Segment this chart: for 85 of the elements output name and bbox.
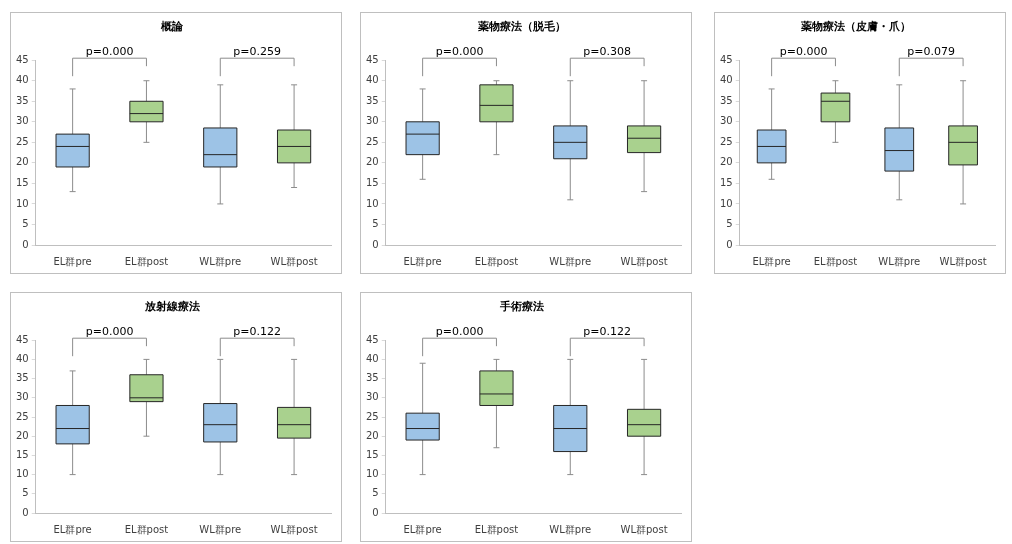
y-tick-label: 10 [15,468,29,480]
x-tick-label: EL群post [124,255,169,267]
x-tick-label: WL群pre [199,255,242,267]
y-tick-label: 35 [719,94,733,106]
y-tick-label: 0 [22,506,29,518]
y-tick-label: 30 [719,115,733,127]
chart-title: 放射線療法 [143,300,200,314]
text: p=0.122 [233,324,282,338]
y-tick-label: 45 [365,53,379,65]
y-tick-label: 40 [15,352,29,364]
y-tick-label: 25 [365,135,379,147]
y-tick-label: 20 [719,156,733,168]
y-tick-label: 0 [726,238,733,250]
y-tick-label: 20 [365,429,379,441]
x-tick-label: EL群post [124,523,169,535]
y-tick-label: 35 [365,372,379,384]
y-tick-label: 45 [719,53,733,65]
y-tick-label: 25 [365,410,379,422]
y-tick-label: 0 [372,506,379,518]
y-tick-label: 30 [15,391,29,403]
text: p=0.259 [233,44,282,58]
y-tick-label: 5 [726,218,733,230]
y-tick-label: 5 [372,487,379,499]
x-tick-label: WL群pre [549,523,592,535]
y-tick-label: 10 [719,197,733,209]
chart-title: 概論 [160,20,184,34]
y-tick-label: 35 [15,372,29,384]
x-tick-label: WL群pre [549,255,592,267]
y-tick-label: 15 [365,448,379,460]
y-tick-label: 10 [365,468,379,480]
y-tick-label: 40 [15,74,29,86]
y-tick-label: 30 [15,115,29,127]
x-tick-label: EL群pre [403,523,442,535]
x-tick-label: EL群post [813,255,858,267]
y-tick-label: 40 [365,352,379,364]
y-tick-label: 5 [22,218,29,230]
x-tick-label: WL群post [620,523,668,535]
y-tick-label: 0 [22,238,29,250]
y-tick-label: 15 [15,176,29,188]
y-tick-label: 20 [15,156,29,168]
y-tick-label: 0 [372,238,379,250]
y-tick-label: 40 [719,74,733,86]
y-tick-label: 15 [15,448,29,460]
y-tick-label: 15 [365,176,379,188]
y-tick-label: 45 [365,333,379,345]
y-tick-label: 30 [365,115,379,127]
y-tick-label: 5 [22,487,29,499]
y-tick-label: 40 [365,74,379,86]
y-tick-label: 35 [365,94,379,106]
y-tick-label: 45 [15,333,29,345]
x-tick-label: EL群post [474,523,519,535]
y-tick-label: 10 [15,197,29,209]
text: p=0.079 [907,44,956,58]
y-tick-label: 30 [365,391,379,403]
chart-title: 薬物療法（皮膚・爪） [800,20,911,34]
y-tick-label: 25 [719,135,733,147]
x-tick-label: EL群pre [53,523,92,535]
x-tick-label: WL群pre [199,523,242,535]
text: p=0.000 [435,44,484,58]
text: p=0.000 [85,44,134,58]
text: p=0.000 [85,324,134,338]
text: p=0.000 [435,324,484,338]
x-tick-label: WL群post [270,255,318,267]
y-tick-label: 20 [15,429,29,441]
x-tick-label: EL群post [474,255,519,267]
y-tick-label: 15 [719,176,733,188]
y-tick-label: 5 [372,218,379,230]
y-tick-label: 45 [15,53,29,65]
text: p=0.308 [583,44,632,58]
chart-title: 薬物療法（脱毛） [477,20,566,34]
text: p=0.122 [583,324,632,338]
y-tick-label: 20 [365,156,379,168]
x-tick-label: WL群post [270,523,318,535]
chart-title: 手術療法 [499,300,544,314]
x-tick-label: WL群post [939,255,987,267]
x-tick-label: EL群pre [53,255,92,267]
y-tick-label: 25 [15,135,29,147]
y-tick-label: 35 [15,94,29,106]
text: p=0.000 [779,44,828,58]
y-tick-label: 10 [365,197,379,209]
x-tick-label: WL群post [620,255,668,267]
x-tick-label: WL群pre [878,255,921,267]
y-tick-label: 25 [15,410,29,422]
x-tick-label: EL群pre [403,255,442,267]
x-tick-label: EL群pre [752,255,791,267]
